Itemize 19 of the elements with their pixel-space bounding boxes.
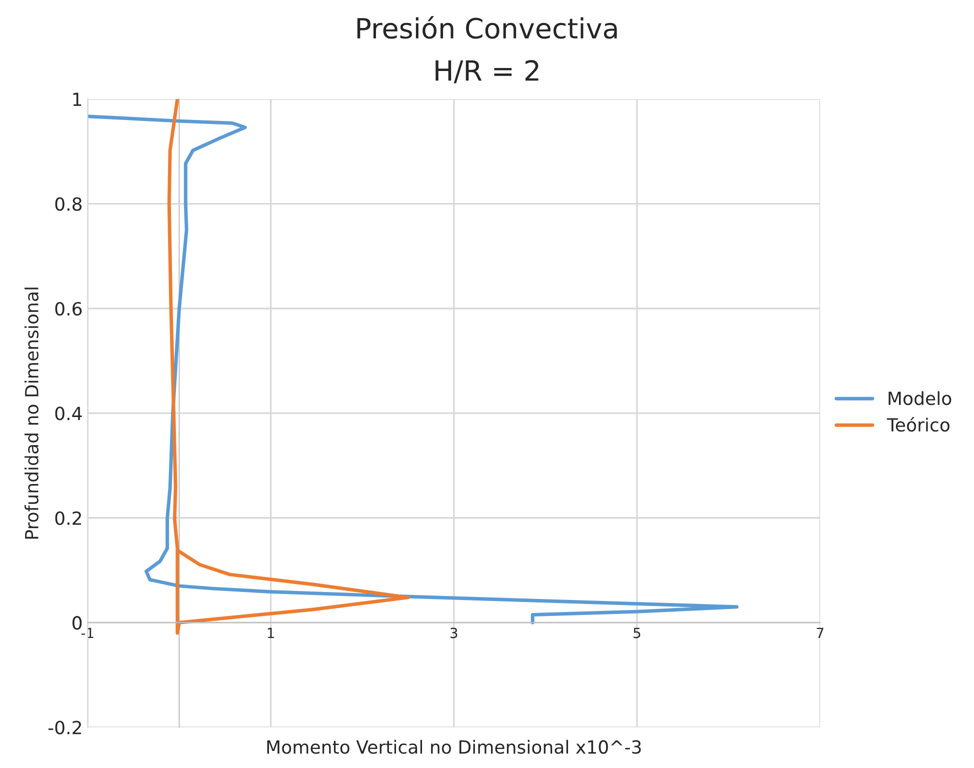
y-tick-label: -0.2	[48, 720, 81, 734]
y-tick-label: 0.2	[55, 511, 81, 526]
chart-title: Presión Convectiva	[357, 16, 617, 39]
x-tick-label: 1	[268, 628, 274, 638]
y-tick-label: 0.4	[55, 406, 82, 420]
y-tick-label: 0.6	[55, 302, 82, 316]
x-tick-label: 3	[450, 628, 458, 638]
y-tick-label: 0.8	[55, 197, 82, 211]
x-tick-label: 5	[634, 628, 640, 638]
x-tick-label: 7	[816, 628, 824, 638]
y-axis-title: Profundidad no Dimensional	[24, 288, 39, 539]
x-tick-label: -1	[81, 628, 94, 638]
x-axis-title: Momento Vertical no Dimensional x10^-3	[267, 740, 641, 754]
line-series	[88, 114, 739, 624]
chart-subtitle: H/R = 2	[436, 60, 538, 84]
legend-label: Modelo	[888, 391, 952, 406]
legend-label: Teórico	[886, 416, 950, 432]
y-tick-label: 1	[73, 92, 82, 106]
y-tick-label: 0	[72, 616, 82, 630]
